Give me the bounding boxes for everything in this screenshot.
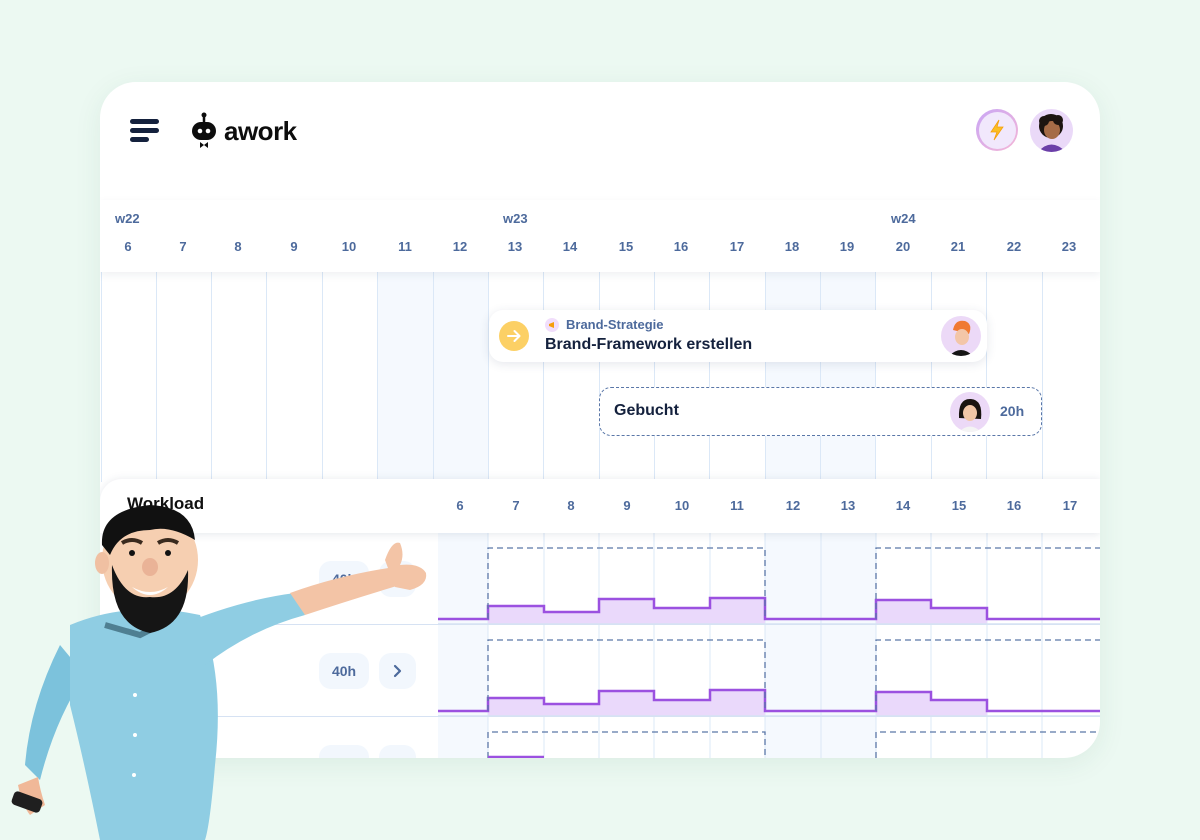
day-label: 15 [618,239,634,254]
day-label: 19 [839,239,855,254]
booking-title: Gebucht [614,402,679,419]
day-label: 12 [785,498,801,513]
workload-chart [438,533,1100,758]
day-label: 16 [673,239,689,254]
day-label: 8 [234,239,242,254]
day-label: 11 [398,239,412,254]
day-label: 9 [623,498,631,513]
week-label: w24 [891,211,916,226]
expand-button[interactable] [379,561,416,597]
day-label: 14 [562,239,578,254]
top-bar: awork [100,82,1100,200]
day-label: 17 [1062,498,1078,513]
hours-chip[interactable]: 40h [319,561,369,597]
day-label: 14 [895,498,911,513]
day-label: 7 [512,498,520,513]
timeline-header: w22 w23 w24 6 7 8 9 10 11 12 13 14 15 16… [100,200,1100,272]
workload-header: Workload 6 7 8 9 10 11 12 13 14 15 16 17 [100,479,1100,533]
booking-hours: 20h [1000,403,1025,419]
task-card[interactable]: Brand-Strategie Brand-Framework erstelle… [489,310,987,362]
day-label: 10 [341,239,357,254]
awork-logo[interactable]: awork [190,112,297,150]
day-label: 8 [567,498,575,513]
arrow-right-icon[interactable] [499,321,529,351]
megaphone-icon [545,317,559,332]
user-avatar[interactable] [1030,109,1073,152]
booking-card[interactable]: Gebucht 20h [599,387,1042,436]
user-role: Strategist [144,563,191,575]
task-title: Brand-Framework erstellen [545,336,753,353]
chevron-right-icon [393,572,401,586]
day-label: 9 [290,239,298,254]
day-label: 15 [951,498,967,513]
day-label: 23 [1061,239,1077,254]
day-label: 18 [784,239,800,254]
day-label: 13 [507,239,523,254]
booked-user-avatar[interactable] [950,392,990,432]
day-label: 16 [1006,498,1022,513]
menu-button[interactable] [130,119,160,145]
day-label: 20 [895,239,911,254]
day-label: 22 [1006,239,1022,254]
robot-logo-icon [190,112,218,150]
timeline-grid: Brand-Strategie Brand-Framework erstelle… [100,272,1100,482]
logo-text: awork [224,115,297,146]
expand-button[interactable] [379,653,416,689]
chevron-right-icon [393,664,401,678]
workload-row[interactable]: Manager 40h [100,717,1100,758]
workload-body: Strategist Daniel 40h 40h Manager 40h [100,533,1100,758]
day-label: 6 [124,239,132,254]
day-label: 17 [729,239,745,254]
workload-people: Strategist Daniel 40h 40h Manager 40h [100,533,1100,758]
week-label: w22 [115,211,140,226]
boost-button[interactable] [976,109,1018,151]
day-label: 6 [456,498,464,513]
lightning-icon [990,119,1004,141]
day-label: 21 [950,239,966,254]
expand-button[interactable] [379,745,416,758]
day-label: 12 [452,239,468,254]
day-label: 13 [840,498,856,513]
project-label[interactable]: Brand-Strategie [545,317,664,332]
app-window: awork w22 w23 w24 6 7 8 9 10 [100,82,1100,758]
hours-chip[interactable]: 40h [319,653,369,689]
user-name: Daniel [144,578,190,595]
day-label: 10 [674,498,690,513]
hours-chip[interactable]: 40h [319,745,369,758]
user-role: Manager [144,749,188,758]
day-label: 11 [730,498,744,513]
hamburger-icon [130,119,159,124]
workload-title: Workload [127,494,205,513]
day-label: 7 [179,239,187,254]
workload-row[interactable]: Strategist Daniel 40h [100,533,1100,625]
week-label: w23 [503,211,528,226]
assignee-avatar[interactable] [941,316,981,356]
workload-row[interactable]: 40h [100,625,1100,717]
